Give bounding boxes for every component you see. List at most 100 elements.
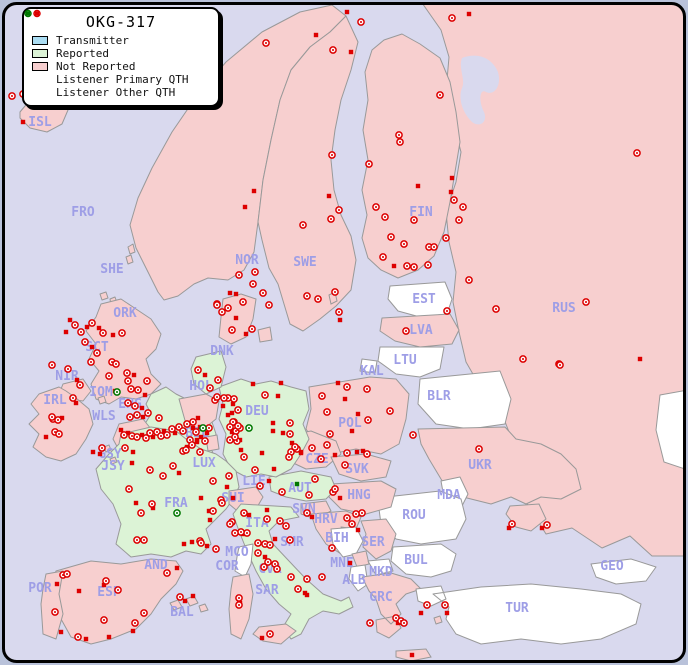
listener-primary-qth-dot — [185, 422, 189, 426]
listener-other-qth-marker — [238, 447, 244, 453]
legend-item-label: Listener Other QTH — [56, 86, 176, 99]
country-ltu — [377, 346, 445, 378]
listener-primary-qth-dot — [280, 490, 284, 494]
legend-item-label: Listener Primary QTH — [56, 73, 189, 86]
listener-primary-qth-dot — [350, 522, 354, 526]
listener-other-qth-marker — [97, 451, 103, 457]
listener-primary-qth-dot — [345, 516, 349, 520]
listener-primary-qth-dot — [330, 153, 334, 157]
listener-other-qth-marker — [259, 635, 265, 641]
listener-primary-qth-dot — [278, 519, 282, 523]
listener-primary-qth-dot — [71, 396, 75, 400]
listener-primary-qth-dot — [83, 340, 87, 344]
listener-primary-qth-dot — [177, 425, 181, 429]
listener-other-qth-marker — [176, 470, 182, 476]
listener-other-qth-marker — [198, 495, 204, 501]
listener-other-qth-marker — [76, 588, 82, 594]
listener-other-qth-marker — [84, 324, 90, 330]
listener-other-qth-marker — [259, 450, 265, 456]
listener-primary-qth-dot — [115, 390, 119, 394]
listener-primary-qth-dot — [263, 393, 267, 397]
country-lux — [205, 434, 220, 452]
listener-other-qth-marker — [250, 381, 256, 387]
listener-primary-qth-dot — [116, 588, 120, 592]
listener-other-qth-marker — [204, 543, 210, 549]
listener-other-qth-marker — [74, 377, 80, 383]
listener-primary-qth-dot — [289, 575, 293, 579]
listener-primary-qth-dot — [402, 242, 406, 246]
listener-primary-qth-dot — [333, 487, 337, 491]
listener-primary-qth-dot — [135, 413, 139, 417]
listener-primary-qth-dot — [256, 541, 260, 545]
listener-primary-qth-dot — [367, 162, 371, 166]
listener-other-qth-marker — [101, 582, 107, 588]
legend-item: Not Reported — [32, 60, 210, 73]
listener-primary-qth-dot — [171, 464, 175, 468]
country-rou — [378, 490, 467, 545]
country-label-lva: LVA — [409, 323, 433, 338]
listener-other-qth-marker — [246, 512, 252, 518]
listener-other-qth-marker — [348, 49, 354, 55]
listener-primary-qth-dot — [50, 415, 54, 419]
listener-primary-qth-dot — [237, 273, 241, 277]
listener-other-qth-marker — [360, 448, 366, 454]
listener-other-qth-marker — [190, 425, 196, 431]
listener-primary-qth-dot — [234, 429, 238, 433]
listener-primary-qth-dot — [402, 621, 406, 625]
listener-other-qth-marker — [242, 204, 248, 210]
listener-primary-qth-dot — [365, 452, 369, 456]
country-label-aut: AUT — [288, 481, 312, 496]
listener-other-qth-marker — [140, 414, 146, 420]
listener-other-qth-marker — [391, 263, 397, 269]
listener-other-qth-marker — [161, 428, 167, 434]
country-swe — [257, 15, 359, 332]
listener-other-qth-marker — [172, 430, 178, 436]
listener-primary-qth-dot — [320, 575, 324, 579]
listener-other-qth-marker — [202, 372, 208, 378]
listener-primary-qth-dot — [477, 447, 481, 451]
country-label-sct: SCT — [85, 340, 109, 355]
country-mne — [351, 550, 370, 568]
listener-primary-qth-dot — [190, 443, 194, 447]
country-geo — [590, 558, 657, 585]
listener-primary-qth-dot — [159, 434, 163, 438]
listener-primary-qth-dot — [207, 426, 211, 430]
listener-primary-qth-dot — [266, 560, 270, 564]
legend-item: Transmitter — [32, 34, 210, 47]
listener-primary-qth-dot — [328, 432, 332, 436]
country-label-nor: NOR — [235, 253, 259, 268]
listener-primary-qth-dot — [136, 388, 140, 392]
listener-primary-qth-dot — [301, 223, 305, 227]
listener-primary-qth-dot — [394, 616, 398, 620]
listener-other-qth-marker — [349, 428, 355, 434]
listener-other-qth-marker — [335, 380, 341, 386]
listener-other-qth-marker — [225, 412, 231, 418]
country-label-hrv: HRV — [314, 512, 338, 527]
listener-other-qth-marker — [342, 396, 348, 402]
listener-primary-qth-dot — [250, 327, 254, 331]
country-kal — [359, 358, 378, 374]
listener-primary-qth-dot — [288, 421, 292, 425]
listener-primary-qth-dot — [233, 435, 237, 439]
listener-other-qth-marker — [243, 331, 249, 337]
white-sea — [460, 55, 500, 125]
listener-primary-qth-dot — [175, 511, 179, 515]
listener-other-qth-marker — [302, 590, 308, 596]
listener-primary-qth-dot — [165, 571, 169, 575]
listener-primary-qth-dot — [262, 565, 266, 569]
listener-primary-qth-dot — [494, 307, 498, 311]
listener-other-qth-marker — [198, 434, 204, 440]
listener-primary-qth-dot — [398, 140, 402, 144]
listener-other-qth-marker — [444, 610, 450, 616]
country-mkd — [367, 558, 394, 576]
listener-other-qth-marker — [409, 652, 415, 658]
listener-primary-qth-dot — [196, 368, 200, 372]
listener-primary-qth-dot — [432, 245, 436, 249]
listener-other-qth-marker — [190, 593, 196, 599]
listener-primary-qth-dot — [101, 331, 105, 335]
listener-primary-qth-dot — [319, 457, 323, 461]
country-label-nir: NIR — [55, 369, 79, 384]
listener-other-qth-marker — [233, 291, 239, 297]
listener-primary-qth-dot — [236, 408, 240, 412]
